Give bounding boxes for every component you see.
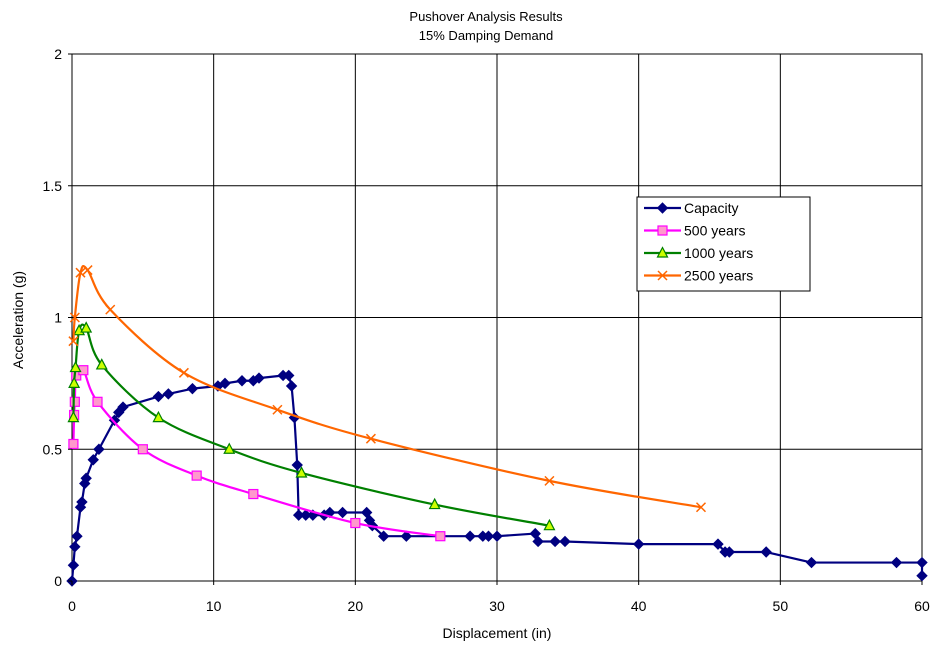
x-tick-label: 0 [68, 598, 76, 614]
legend-swatch-marker [658, 226, 667, 235]
data-point-500-years [249, 490, 258, 499]
x-axis-ticks: 0 10 20 30 40 50 60 [68, 581, 930, 614]
y-tick-label: 0.5 [43, 441, 63, 457]
y-tick-label: 1 [54, 310, 62, 326]
legend-label: 2500 years [684, 268, 753, 284]
data-point-500-years [93, 397, 102, 406]
data-point-500-years [69, 439, 78, 448]
y-axis-label: Acceleration (g) [10, 271, 26, 369]
y-tick-label: 0 [54, 573, 62, 589]
data-point-500-years [192, 471, 201, 480]
chart-title: Pushover Analysis Results [409, 9, 563, 24]
data-point-500-years [351, 519, 360, 528]
y-axis-ticks: 0 0.5 1 1.5 2 [43, 46, 72, 589]
x-tick-label: 50 [773, 598, 789, 614]
legend-label: 500 years [684, 223, 745, 239]
x-tick-label: 40 [631, 598, 647, 614]
x-tick-label: 20 [348, 598, 364, 614]
y-tick-label: 1.5 [43, 178, 63, 194]
legend-label: 1000 years [684, 245, 753, 261]
legend: Capacity 500 years 1000 years 2500 years [637, 197, 810, 291]
x-tick-label: 60 [914, 598, 930, 614]
x-axis-label: Displacement (in) [443, 625, 552, 641]
x-tick-label: 30 [489, 598, 505, 614]
y-tick-label: 2 [54, 46, 62, 62]
plot-area [67, 54, 927, 586]
legend-label: Capacity [684, 200, 738, 216]
data-point-500-years [436, 532, 445, 541]
data-point-500-years [138, 445, 147, 454]
x-tick-label: 10 [206, 598, 222, 614]
chart-subtitle: 15% Damping Demand [419, 28, 553, 43]
